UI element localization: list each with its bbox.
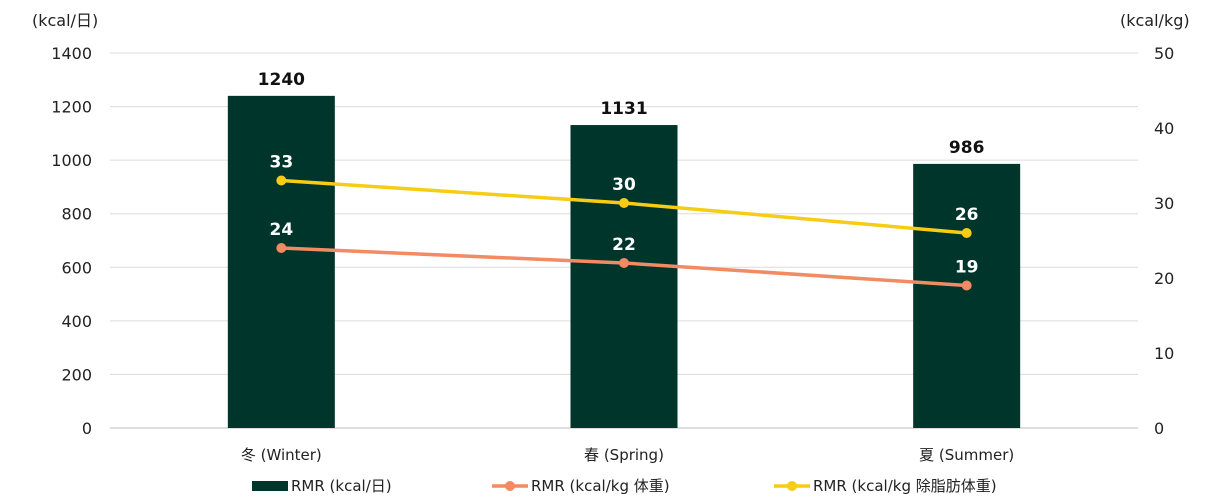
bar <box>570 125 678 428</box>
right-axis-tick-label: 20 <box>1154 269 1174 288</box>
left-axis-tick-label: 0 <box>82 419 92 438</box>
line-series <box>276 175 972 291</box>
bar-series <box>227 95 1021 428</box>
line-point <box>961 228 972 238</box>
left-axis-tick-label: 600 <box>61 258 92 277</box>
legend-swatch-marker <box>787 481 797 491</box>
legend: RMR (kcal/日) RMR (kcal/kg 体重) RMR (kcal/kg… <box>252 477 997 495</box>
line-value-label: 26 <box>955 205 979 225</box>
axes: (kcal/日) (kcal/kg) 020040060080010001200… <box>32 11 1190 464</box>
bar-value-label: 986 <box>949 138 985 158</box>
right-axis-tick-label: 50 <box>1154 44 1174 63</box>
bar <box>913 163 1021 428</box>
right-axis-tick-label: 30 <box>1154 194 1174 213</box>
line-point <box>619 258 629 268</box>
left-axis-tick-label: 400 <box>61 312 92 331</box>
legend-label: RMR (kcal/kg 除脂肪体重) <box>813 477 997 495</box>
line-value-label: 19 <box>955 258 979 278</box>
x-axis-category-label: 夏 (Summer) <box>919 446 1014 464</box>
right-axis-unit-label: (kcal/kg) <box>1120 11 1190 30</box>
line-value-label: 24 <box>269 220 293 240</box>
left-axis-tick-label: 1400 <box>51 44 92 63</box>
legend-label: RMR (kcal/kg 体重) <box>531 477 670 495</box>
line-point <box>619 198 629 208</box>
left-axis-tick-label: 1000 <box>51 151 92 170</box>
right-axis-tick-label: 40 <box>1154 119 1174 138</box>
bar-value-label: 1131 <box>600 99 647 119</box>
line-value-label: 33 <box>269 153 293 173</box>
right-axis-tick-label: 0 <box>1154 419 1164 438</box>
x-axis-category-label: 春 (Spring) <box>584 446 664 464</box>
legend-swatch <box>252 481 288 491</box>
line-value-label: 22 <box>612 235 636 255</box>
x-axis-category-label: 冬 (Winter) <box>241 446 322 464</box>
legend-label: RMR (kcal/日) <box>291 477 392 495</box>
line-value-label: 30 <box>612 175 636 195</box>
right-axis-tick-label: 10 <box>1154 344 1174 363</box>
left-axis-tick-label: 1200 <box>51 98 92 117</box>
data-labels: 1240 1131 986 24 22 19 33 30 26 <box>258 70 985 278</box>
bar <box>227 95 335 428</box>
left-axis-tick-label: 800 <box>61 205 92 224</box>
bar-value-label: 1240 <box>258 70 305 90</box>
left-axis-tick-label: 200 <box>61 365 92 384</box>
left-axis-unit-label: (kcal/日) <box>32 11 98 30</box>
line-point <box>276 175 287 186</box>
legend-swatch-marker <box>505 481 515 491</box>
line-point <box>961 280 972 291</box>
line-point <box>276 243 287 253</box>
